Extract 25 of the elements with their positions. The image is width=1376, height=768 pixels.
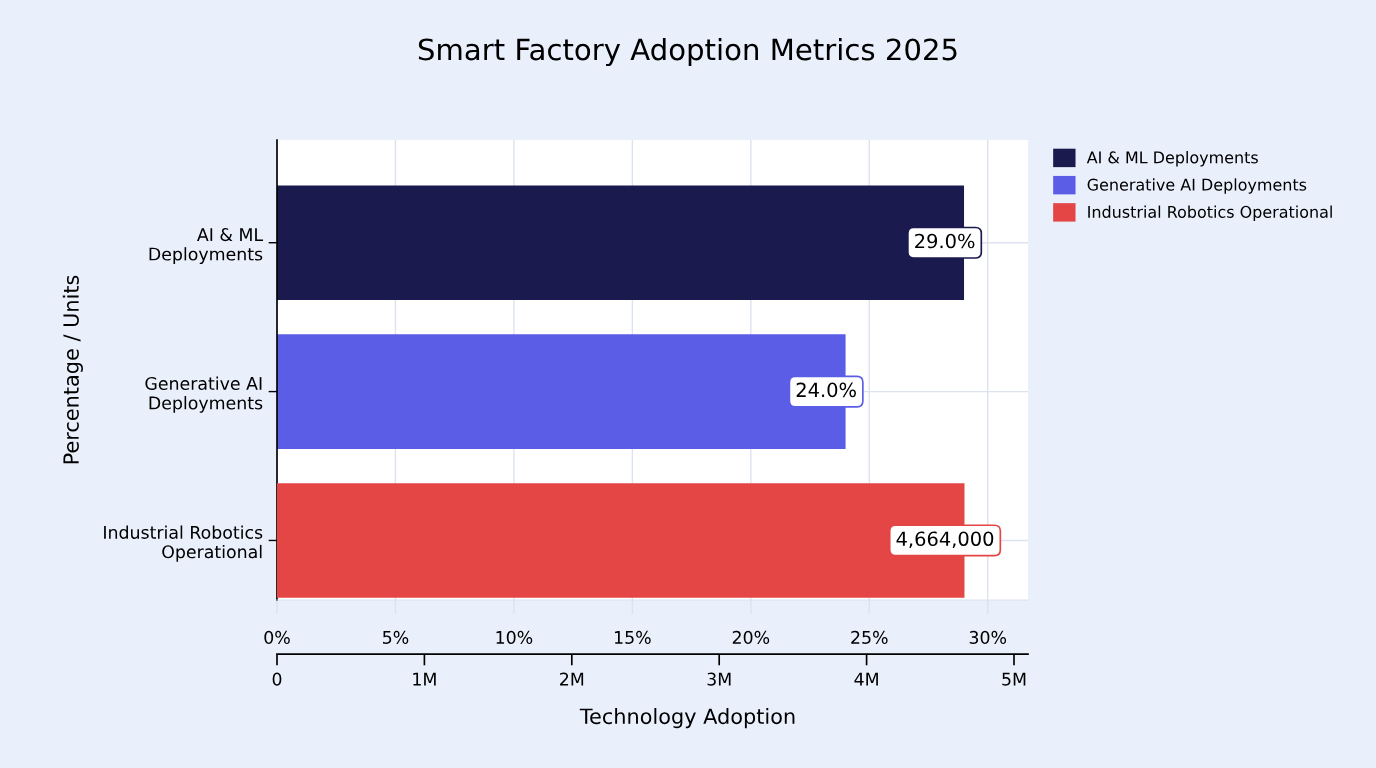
legend-label: Industrial Robotics Operational xyxy=(1088,205,1332,222)
y-tick-label: AI & ML Deployments xyxy=(149,228,264,264)
x-tick-label: 30% xyxy=(969,630,1007,644)
data-label: 24.0% xyxy=(796,382,856,398)
y-tick-label: Industrial Robotics Operational xyxy=(104,525,263,562)
x-axis-title: Technology Adoption xyxy=(579,708,795,729)
x-tick-label: 20% xyxy=(732,630,770,644)
x-tick-label: 25% xyxy=(851,630,888,644)
x-tick-label: 15% xyxy=(614,630,651,644)
data-label: 4,664,000 xyxy=(896,531,994,549)
x-tick-label: 10% xyxy=(496,630,533,644)
legend-label: AI & ML Deployments xyxy=(1086,151,1258,167)
data-label: 29.0% xyxy=(915,233,975,249)
x2-tick-label: 4M xyxy=(854,672,878,686)
legend-label: Generative AI Deployments xyxy=(1087,178,1307,194)
chart-title: Smart Factory Adoption Metrics 2025 xyxy=(418,37,957,67)
x2-tick-label: 3M xyxy=(707,672,731,686)
x-tick-label: 0% xyxy=(264,630,290,644)
x2-tick-label: 5M xyxy=(1002,672,1026,686)
y-tick-label: Generative AI Deployments xyxy=(145,376,263,413)
x2-tick-label: 0 xyxy=(272,672,282,686)
y-axis-title: Percentage / Units xyxy=(62,275,83,464)
x-tick-label: 5% xyxy=(383,630,409,644)
x2-tick-label: 2M xyxy=(560,672,584,686)
x2-tick-label: 1M xyxy=(413,672,436,686)
